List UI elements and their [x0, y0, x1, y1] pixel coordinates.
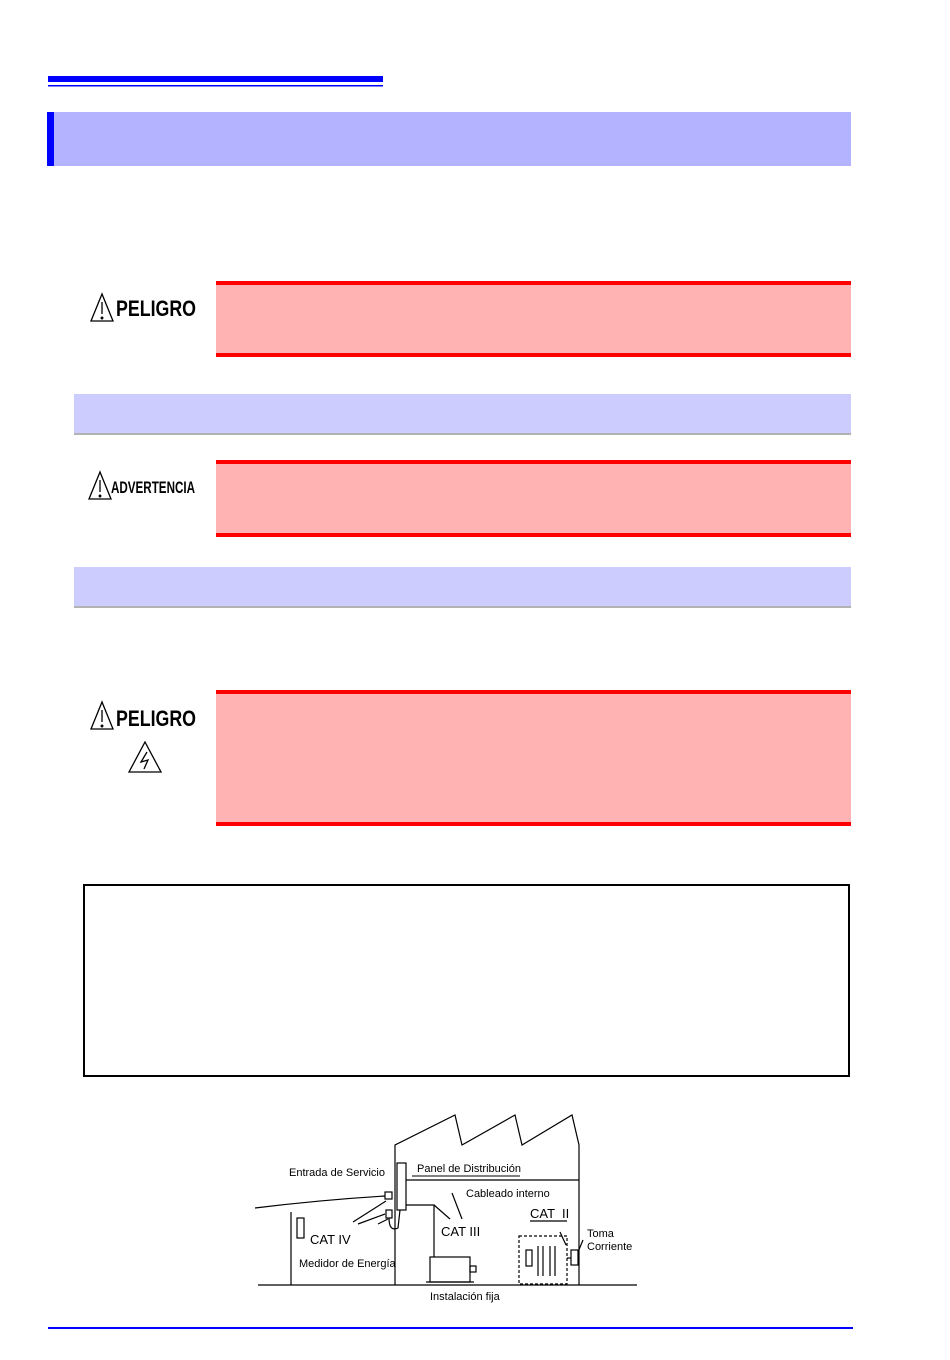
diagram-labels: Entrada de Servicio Panel de Distribució…	[289, 1163, 632, 1303]
diagram-label: CAT IV	[310, 1232, 351, 1247]
bottom-rule	[48, 1327, 853, 1329]
subheading-bar	[74, 567, 851, 606]
note-box	[83, 884, 850, 1077]
subheading-bar	[74, 394, 851, 433]
diagram-label: Cableado interno	[466, 1188, 550, 1200]
diagram-label: Toma	[587, 1228, 615, 1240]
warning-border	[216, 460, 851, 464]
diagram-label: CAT III	[441, 1224, 480, 1239]
warning-box	[216, 690, 851, 826]
warning-border	[216, 690, 851, 694]
warning-border	[216, 822, 851, 826]
diagram-label: CAT II	[530, 1206, 569, 1221]
section-header-bar	[47, 112, 54, 166]
section-header	[47, 112, 851, 166]
warning-box	[216, 281, 851, 357]
warning-border	[216, 533, 851, 537]
diagram-label: Corriente	[587, 1241, 632, 1253]
warning-label: PELIGRO	[116, 706, 196, 731]
warning-border	[216, 353, 851, 357]
shock-icon	[127, 740, 163, 773]
warning-icon	[88, 470, 112, 500]
warning-icon	[90, 292, 114, 322]
diagram-label: Medidor de Energía	[299, 1258, 396, 1270]
top-rule	[48, 76, 383, 82]
diagram-label: Entrada de Servicio	[289, 1167, 385, 1179]
diagram-label: Panel de Distribución	[417, 1163, 521, 1175]
top-rule-thin	[48, 85, 383, 87]
warning-border	[216, 281, 851, 285]
warning-icon	[90, 700, 114, 730]
diagram-label: Instalación fija	[430, 1291, 501, 1303]
diagram	[254, 1114, 637, 1286]
warning-label: PELIGRO	[116, 296, 196, 321]
warning-box	[216, 460, 851, 537]
warning-label: ADVERTENCIA	[111, 478, 195, 497]
